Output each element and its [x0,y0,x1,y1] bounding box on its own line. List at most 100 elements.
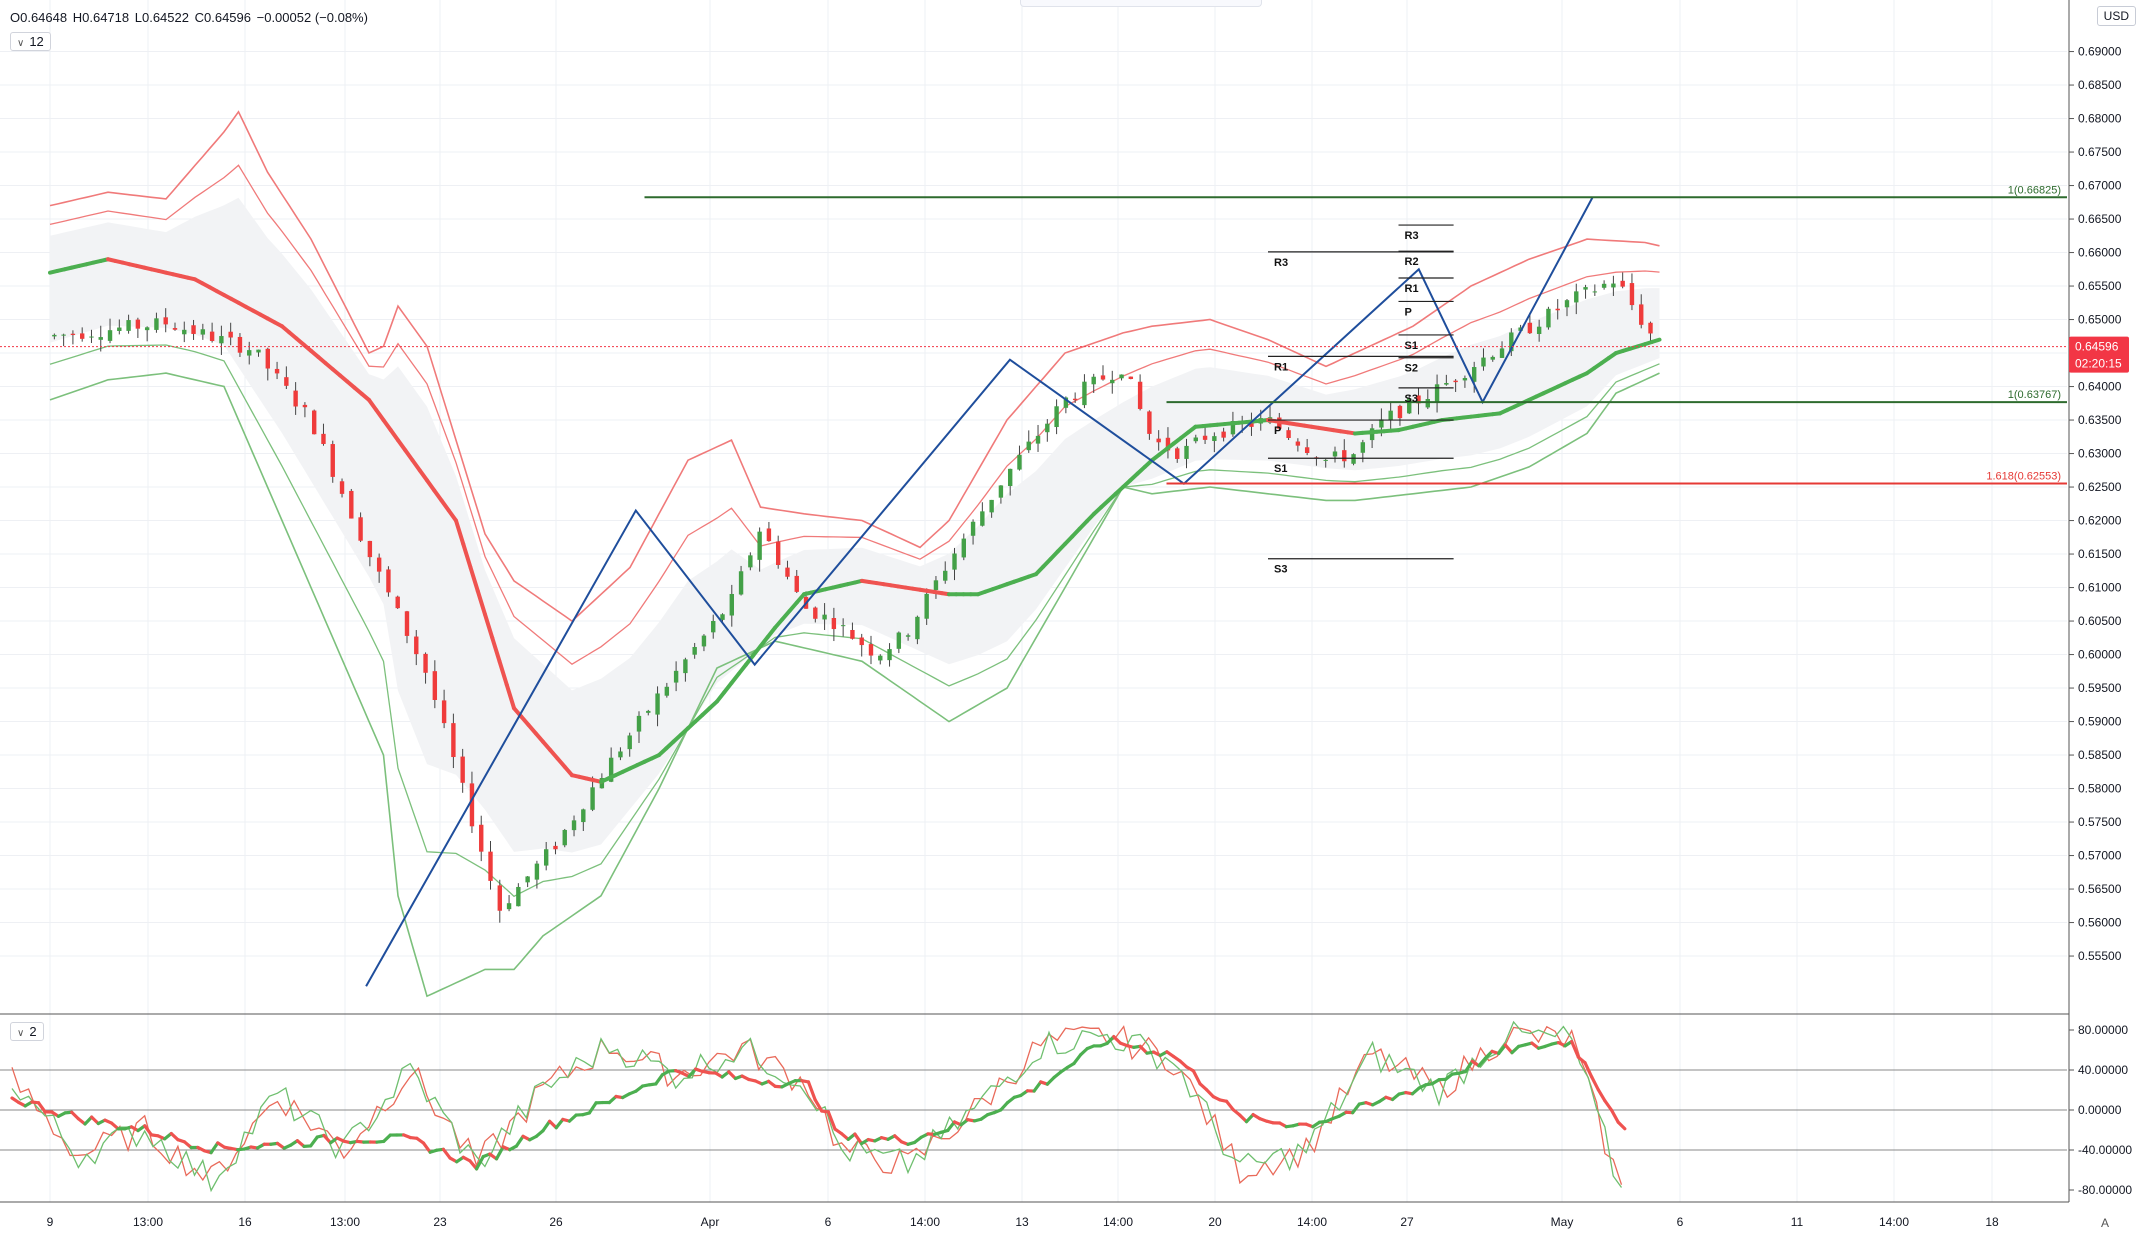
candle-body [1490,356,1495,360]
price-tick-label: 0.58500 [2078,748,2122,762]
candle-body [144,327,150,331]
price-tick-label: 0.59000 [2078,715,2122,729]
oscillator-main-segment [813,1098,824,1113]
oscillator-main-segment [587,1101,598,1115]
candle-body [813,607,818,619]
candle-body [311,410,317,435]
ema-segment [483,612,495,640]
candles [52,272,1653,923]
candle-body [1471,367,1477,382]
ema-segment [432,488,444,503]
candle-body [1639,304,1644,325]
candle-body [404,611,410,636]
candle-body [1379,419,1384,428]
candle-body [1620,280,1625,287]
candle-body [831,617,837,630]
oscillator-main-segment [1244,1113,1255,1124]
candle-body [822,614,827,620]
time-tick-label: May [1551,1215,1574,1229]
auto-scale-button[interactable]: A [2101,1216,2110,1230]
candle-body [692,646,697,655]
candle-body [376,557,382,572]
candle-body [395,596,400,609]
countdown-label: 02:20:15 [2075,357,2122,371]
currency-selector[interactable]: USD [2096,6,2136,26]
candle-body [961,538,966,558]
candle-body [1648,322,1653,334]
candle-body [1360,442,1366,453]
oscillator-main-segment [1609,1108,1620,1124]
candle-body [664,686,670,696]
oscillator-main-segment [946,1120,957,1133]
candle-body [1434,384,1440,403]
oscillator-main-segment [514,1134,525,1148]
ema-segment [381,418,393,433]
candle-body [1388,410,1393,421]
candle-body [1536,326,1542,334]
ema-segment [403,448,415,463]
candle-body [738,571,744,595]
candle-body [1601,283,1607,288]
candle-body [274,368,280,374]
candle-body [1063,397,1069,408]
candle-body [543,849,549,866]
fib-level-label: 1(0.66825) [2008,184,2061,196]
price-tick-label: 0.58000 [2078,782,2122,796]
candle-body [247,350,252,356]
ema-segment [1650,337,1662,344]
candle-body [1323,459,1328,461]
oscillator-main-segment [1583,1061,1594,1079]
candle-body [1110,379,1115,384]
candle-body [182,329,187,335]
candle-body [1221,431,1226,438]
main-indicators-toggle[interactable]: ∨ 12 [10,32,51,51]
top-handle[interactable] [1020,0,1262,7]
candle-body [293,390,298,407]
oscillator-toggle[interactable]: ∨ 2 [10,1022,44,1041]
pivot-label: R1 [1405,283,1419,295]
candle-body [534,863,540,880]
candle-body [701,635,707,647]
band-fill [50,197,1660,853]
candle-body [1119,374,1124,379]
oscillator-main-segment [687,1067,698,1079]
candle-body [1175,448,1180,459]
price-tick-label: 0.62000 [2078,514,2122,528]
price-tick-label: 0.56000 [2078,916,2122,930]
candle-body [618,751,623,758]
candle-body [1342,450,1347,462]
candle-body [1212,436,1217,442]
candle-body [61,334,66,336]
candle-body [1527,322,1533,334]
ema-segment [374,408,386,423]
candle-body [1072,398,1078,401]
price-tick-label: 0.60000 [2078,648,2122,662]
candle-body [794,575,799,592]
oscillator-main-segment [853,1132,864,1146]
candle-body [1045,423,1050,433]
candle-body [1416,395,1421,404]
fib-level-label: 1(0.63767) [2008,389,2061,401]
candle-body [1592,291,1598,293]
candle-body [673,670,679,683]
ema-segment [461,542,473,570]
price-tick-label: 0.60500 [2078,614,2122,628]
time-tick-label: 14:00 [1103,1215,1133,1229]
candle-body [1165,437,1171,451]
candle-body [228,331,233,338]
harmonic-pattern [365,196,1594,987]
candle-body [172,328,178,330]
candle-body [1026,441,1031,451]
chevron-down-icon: ∨ [17,1028,25,1039]
candle-body [358,517,363,541]
time-tick-label: 11 [1791,1215,1804,1229]
lower-band-outer [49,372,1660,998]
upper-band-inner [49,164,1660,665]
oscillator-main-segment [36,1101,47,1114]
candle-body [1054,406,1059,428]
candle-body [1425,398,1430,408]
candle-body [989,499,994,513]
ema-segment [410,458,422,473]
candle-body [1082,381,1087,406]
